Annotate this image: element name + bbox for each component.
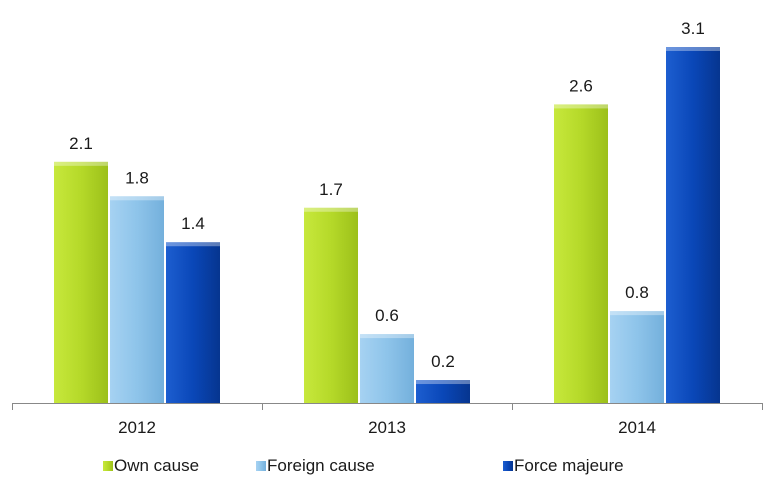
bar-2013-own-cause	[304, 207, 358, 403]
legend-label-own-cause: Own cause	[114, 456, 199, 475]
data-labels-layer: 2.1 1.8 1.4 1.7 0.6 0.2 2.6 0.8 3.1	[69, 19, 705, 371]
legend-label-foreign-cause: Foreign cause	[267, 456, 375, 475]
data-label: 0.6	[375, 306, 399, 325]
bar-highlight	[166, 242, 220, 247]
bar-highlight	[110, 196, 164, 201]
bar-highlight	[360, 334, 414, 339]
legend: Own cause Foreign cause Force majeure	[103, 456, 624, 475]
x-axis: 2012 2013 2014	[12, 403, 763, 437]
bar-2012-force-majeure	[166, 242, 220, 403]
bar-highlight	[610, 311, 664, 316]
legend-swatch-force-majeure	[503, 461, 513, 471]
bar-2014-own-cause	[554, 104, 608, 403]
data-label: 1.7	[319, 180, 343, 199]
bar-highlight	[304, 207, 358, 212]
data-label: 0.8	[625, 283, 649, 302]
legend-label-force-majeure: Force majeure	[514, 456, 624, 475]
data-label: 2.6	[569, 76, 593, 95]
legend-swatch-own-cause	[103, 461, 113, 471]
bar-highlight	[416, 380, 470, 385]
bar-2012-foreign-cause	[110, 196, 164, 403]
bar-highlight	[554, 104, 608, 109]
bar-2012-own-cause	[54, 161, 108, 403]
bar-2013-foreign-cause	[360, 334, 414, 403]
x-tick-label-2012: 2012	[118, 418, 156, 437]
data-label: 0.2	[431, 352, 455, 371]
x-tick-label-2014: 2014	[618, 418, 656, 437]
legend-swatch-foreign-cause	[256, 461, 266, 471]
bars-layer	[54, 47, 720, 403]
data-label: 3.1	[681, 19, 705, 38]
data-label: 2.1	[69, 134, 93, 153]
data-label: 1.8	[125, 168, 149, 187]
bar-2014-foreign-cause	[610, 311, 664, 403]
bar-2013-force-majeure	[416, 380, 470, 403]
bar-highlight	[666, 47, 720, 51]
bar-2014-force-majeure	[666, 47, 720, 403]
x-tick-label-2013: 2013	[368, 418, 406, 437]
bar-highlight	[54, 161, 108, 166]
data-label: 1.4	[181, 214, 205, 233]
